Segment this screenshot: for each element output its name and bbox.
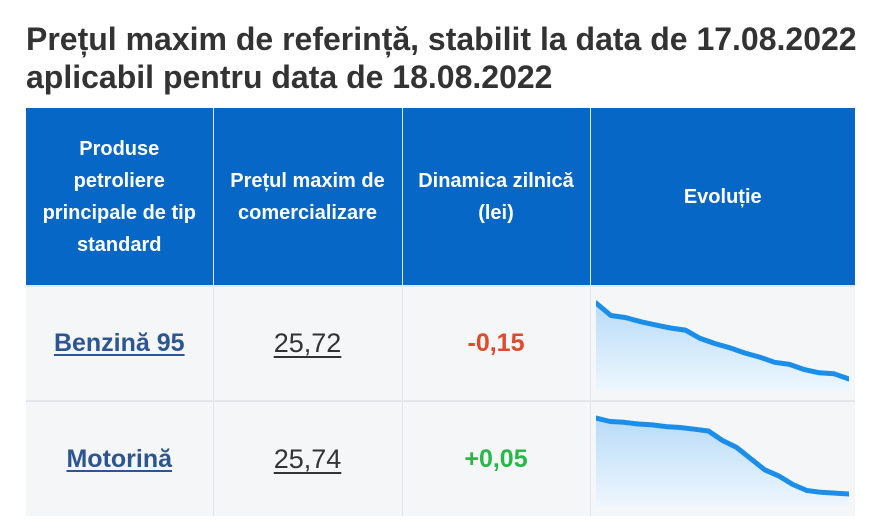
page-title: Prețul maxim de referință, stabilit la d… <box>26 21 857 95</box>
table-header-row: Produse petroliere principale de tip sta… <box>26 108 855 286</box>
column-header-price: Prețul maxim de comercializare <box>213 108 403 286</box>
sparkline-line <box>596 415 850 497</box>
price-link-motorina[interactable]: 25,74 <box>273 443 342 474</box>
sparkline-line <box>596 300 850 381</box>
table-row: Benzină 95 25,72 -0,15 <box>26 285 855 401</box>
daily-dynamic-value: +0,05 <box>464 444 528 473</box>
evolution-sparkline <box>596 415 850 506</box>
column-header-product: Produse petroliere principale de tip sta… <box>26 108 214 286</box>
column-header-dynamic: Dinamica zilnică (lei) <box>402 108 591 286</box>
prices-table: Produse petroliere principale de tip sta… <box>26 108 855 516</box>
sparkline-area <box>596 418 850 506</box>
product-link-motorina[interactable]: Motorină <box>66 444 173 473</box>
daily-dynamic-value: -0,15 <box>467 329 525 357</box>
product-link-benzina-95[interactable]: Benzină 95 <box>53 329 185 357</box>
evolution-cell <box>590 400 855 516</box>
evolution-sparkline <box>596 300 850 391</box>
column-header-evolution: Evoluție <box>590 108 855 286</box>
dynamic-cell: +0,05 <box>402 400 591 516</box>
evolution-cell <box>590 285 855 401</box>
product-cell: Benzină 95 <box>26 285 214 401</box>
table-row: Motorină 25,74 +0,05 <box>26 400 855 516</box>
price-cell: 25,74 <box>213 400 403 516</box>
dynamic-cell: -0,15 <box>402 285 591 401</box>
product-cell: Motorină <box>26 400 214 516</box>
price-link-benzina-95[interactable]: 25,72 <box>273 328 342 358</box>
price-cell: 25,72 <box>213 285 403 401</box>
